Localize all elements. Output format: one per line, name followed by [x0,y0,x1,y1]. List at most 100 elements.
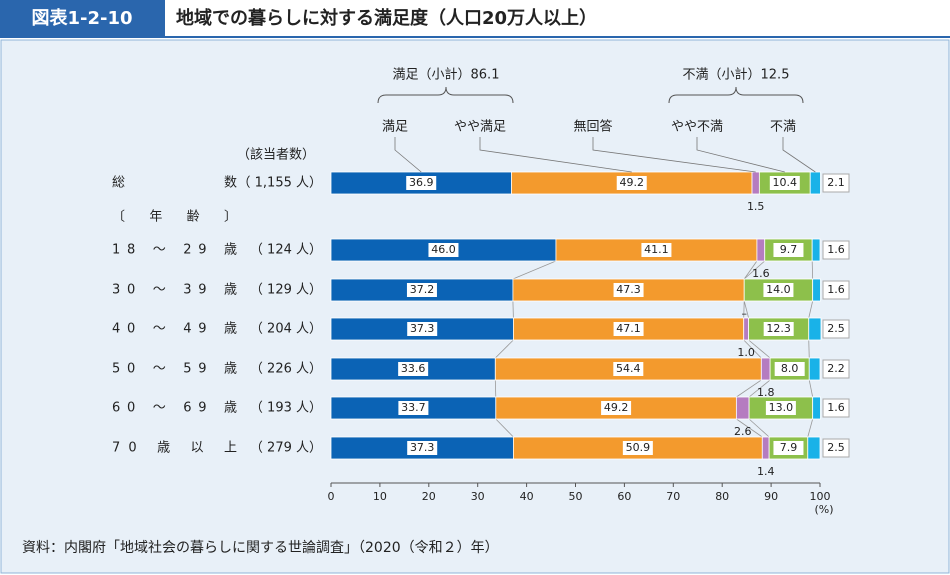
value-label: 54.4 [616,362,641,375]
bar-segment [735,396,750,420]
panel [0,39,950,574]
bar-segment [760,357,771,381]
value-label: 1.6 [827,243,845,256]
value-label: 13.0 [769,401,794,414]
x-tick-label: 100 [810,490,831,503]
category-label: 30 ～ 39 歳 [112,283,237,298]
figure-no: 図表1-2-10 [31,7,132,29]
value-label-box [822,398,850,418]
bar-segment [756,238,766,262]
value-label: 2.2 [827,362,845,375]
category-label: 60 ～ 69 歳 [112,401,237,416]
leader-line [782,137,816,173]
value-label-box [616,176,647,190]
value-label-box [822,240,850,260]
bar-segment [743,317,750,341]
connector-line [748,418,770,438]
value-label: 2.5 [827,441,845,454]
value-label: 47.1 [616,322,641,335]
connector-line [807,418,814,438]
value-label: 10.4 [773,176,798,189]
brace [377,86,514,104]
bar-segment [809,171,821,195]
respondents-label: （ 129 人） [250,283,322,298]
value-label-box [407,441,438,455]
value-label-box [822,173,850,193]
x-tick-label: 30 [471,490,485,503]
value-label-box [622,441,653,455]
value-label: 49.2 [619,176,644,189]
legend-label: やや満足 [454,120,506,135]
connector-line [743,260,766,280]
x-tick-label: 20 [422,490,436,503]
value-label-box [769,176,800,190]
connector-line [748,379,771,398]
x-tick-label: 70 [666,490,680,503]
value-label-box [774,362,805,376]
value-label: 33.7 [401,401,426,414]
value-label-box [406,283,437,297]
value-label-box [613,322,644,336]
connector-line [743,339,762,359]
value-label-box [428,243,459,257]
figure-title: 地域での暮らしに対する満足度（人口20万人以上） [176,7,597,29]
value-label: 1.8 [757,386,775,399]
value-label-box [822,359,850,379]
value-label: 50.9 [626,441,651,454]
respondents-label: （ 279 人） [250,441,322,456]
connector-line [748,339,771,359]
value-label: 37.3 [410,322,435,335]
value-label: 1.6 [827,401,845,414]
connector-line [808,300,814,319]
value-label-box [613,283,644,297]
category-label: 40 ～ 49 歳 [112,322,237,337]
value-label-box [763,283,794,297]
value-label-box [398,362,429,376]
connector-line [495,339,514,359]
x-tick-label: 0 [328,490,335,503]
x-tick-label: 90 [764,490,778,503]
legend-label: やや不満 [671,120,723,135]
connector-line [743,260,758,280]
value-label: 1.5 [747,200,765,213]
leader-line [592,137,756,173]
bar-segment [812,396,821,420]
annotation: 不満（小計）12.5 [683,67,790,83]
value-label: 2.5 [827,322,845,335]
leader-line [394,137,422,173]
legend-label: 不満 [770,120,796,135]
value-label-box [773,441,804,455]
x-tick-label: 80 [715,490,729,503]
value-label-box [398,401,429,415]
value-label-box [601,401,632,415]
value-label: 33.6 [401,362,426,375]
x-tick-label: 50 [569,490,583,503]
x-tick-label: 40 [520,490,534,503]
value-label: 14.0 [766,283,791,296]
leader-line [696,137,785,173]
value-label: 1.6 [752,267,770,280]
value-label: 2.6 [734,425,752,438]
value-label-box [406,176,437,190]
value-label: 46.0 [431,243,456,256]
x-unit: (%) [814,503,833,516]
value-label: 2.1 [827,176,845,189]
value-label: 1.0 [737,346,755,359]
respondents-label: （ 1,155 人） [238,176,322,191]
value-label-box [765,401,796,415]
respondents-label: （ 226 人） [250,362,322,377]
value-label: 47.3 [616,283,641,296]
value-label: 8.0 [781,362,799,375]
value-label: 49.2 [604,401,629,414]
value-label-box [822,438,850,458]
legend-label: 満足 [382,120,408,135]
respondents-label: （ 124 人） [250,243,322,258]
category-label: 50 ～ 59 歳 [112,362,237,377]
bar-segment [807,436,821,460]
value-label-box [773,243,804,257]
bar-segment [811,238,821,262]
leader-line [479,137,632,173]
bar-segment [808,317,822,341]
respondents-label: （ 193 人） [250,401,322,416]
